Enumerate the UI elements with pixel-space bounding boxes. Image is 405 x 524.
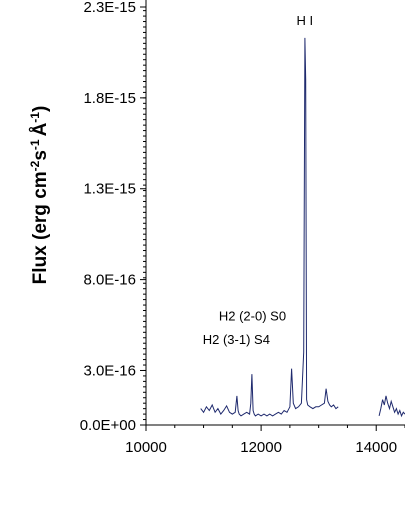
y-tick-label: 3.0E-16 (83, 362, 136, 379)
y-axis-ticks: 0.0E+00 3.0E-16 8.0E-16 1.3E-15 1.8E-15 2.3E-… (80, 0, 146, 434)
y-axis-label: Flux (erg cm-2s-1Å-1) (28, 106, 51, 285)
y-tick-label: 1.3E-15 (83, 181, 136, 198)
y-tick-label: 2.3E-15 (83, 0, 136, 16)
x-tick-label: 10000 (125, 439, 167, 456)
x-axis-ticks: 10000 12000 14000 (125, 425, 405, 456)
y-tick-label: 1.8E-15 (83, 90, 136, 107)
line-annotations: H I H2 (2-0) S0 H2 (3-1) S4 (203, 13, 314, 347)
y-tick-label: 0.0E+00 (80, 417, 136, 434)
spectrum-segment-1 (200, 37, 339, 417)
spectrum-series (200, 37, 405, 418)
annotation-label: H I (297, 13, 314, 28)
axes (145, 0, 405, 426)
y-tick-label: 8.0E-16 (83, 272, 136, 289)
annotation-label: H2 (3-1) S4 (203, 332, 270, 347)
annotation-label: H2 (2-0) S0 (219, 309, 286, 324)
x-tick-label: 14000 (355, 439, 397, 456)
spectrum-segment-2 (378, 395, 405, 418)
x-tick-label: 12000 (240, 439, 282, 456)
